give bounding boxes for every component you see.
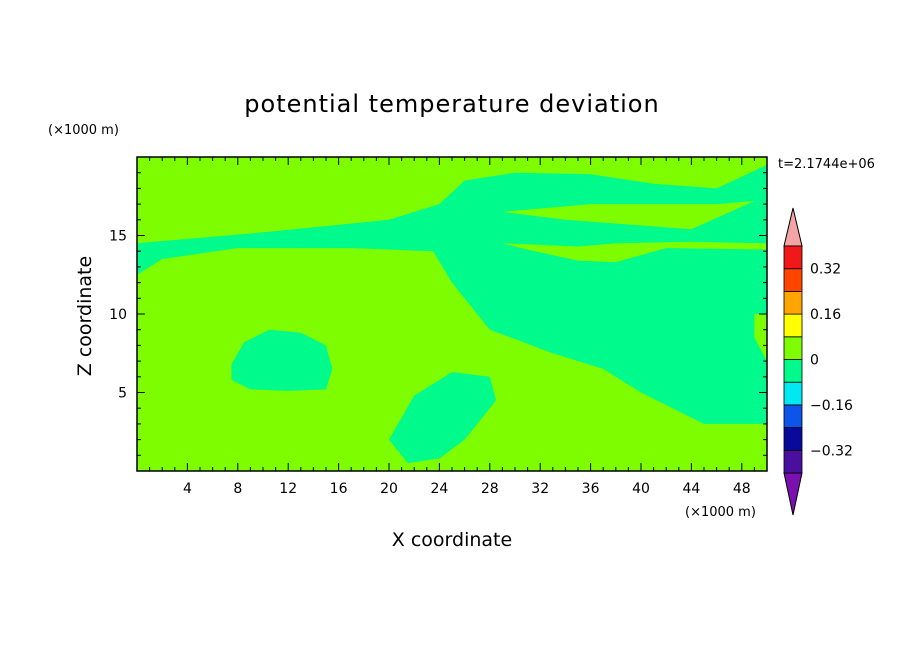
x-tick-label: 40 [632,481,650,497]
contour-region [137,248,767,471]
x-tick-label: 16 [330,481,348,497]
colorbar-swatch [783,381,803,406]
colorbar-tick-label: 0.32 [810,262,841,278]
x-tick-label: 24 [430,481,448,497]
y-axis-ticks: 5 10 15 [109,172,767,456]
colorbar-under-arrow [783,472,803,516]
time-label: t=2.1744e+06 [778,157,875,172]
contour-region [137,157,767,244]
x-tick-label: 20 [380,481,398,497]
x-tick-label: 44 [682,481,700,497]
x-tick-label: 48 [733,481,751,497]
colorbar-over-arrow [783,207,803,247]
contour-region [502,201,755,230]
colorbar-tick-label: −0.16 [810,398,853,414]
x-tick-label: 12 [279,481,297,497]
y-tick-label: 5 [118,386,127,402]
colorbar-tick-label: −0.32 [810,443,853,459]
contour-region [231,329,333,391]
x-tick-label: 36 [582,481,600,497]
colorbar-swatch [783,313,803,338]
contour-region [389,372,497,464]
colorbar-swatch [783,290,803,315]
colorbar: −0.32 −0.16 0 0.16 0.32 [783,207,853,516]
y-axis-unit: (×1000 m) [48,123,119,138]
colorbar-swatch [783,245,803,270]
x-axis-label: X coordinate [392,529,512,551]
colorbar-swatch [783,449,803,474]
colorbar-swatch [783,404,803,428]
contour-region [754,314,767,362]
colorbar-swatch [783,268,803,292]
x-axis-unit: (×1000 m) [685,505,756,520]
contour-region [237,201,415,217]
x-tick-label: 8 [233,481,242,497]
y-tick-label: 15 [109,229,127,245]
y-axis-label: Z coordinate [74,256,96,376]
colorbar-swatch [783,427,803,451]
y-tick-label: 10 [109,307,127,323]
x-tick-label: 28 [481,481,499,497]
x-tick-label: 32 [531,481,549,497]
colorbar-swatch [783,336,803,360]
x-tick-label: 4 [183,481,192,497]
contour-regions [137,157,767,471]
colorbar-swatch [783,359,803,383]
colorbar-tick-label: 0.16 [810,307,841,323]
chart-title: potential temperature deviation [244,90,659,118]
colorbar-tick-label: 0 [810,353,819,369]
x-axis-ticks: 4 8 12 16 20 24 28 32 36 40 44 48 [149,157,755,497]
contour-region [502,241,767,263]
